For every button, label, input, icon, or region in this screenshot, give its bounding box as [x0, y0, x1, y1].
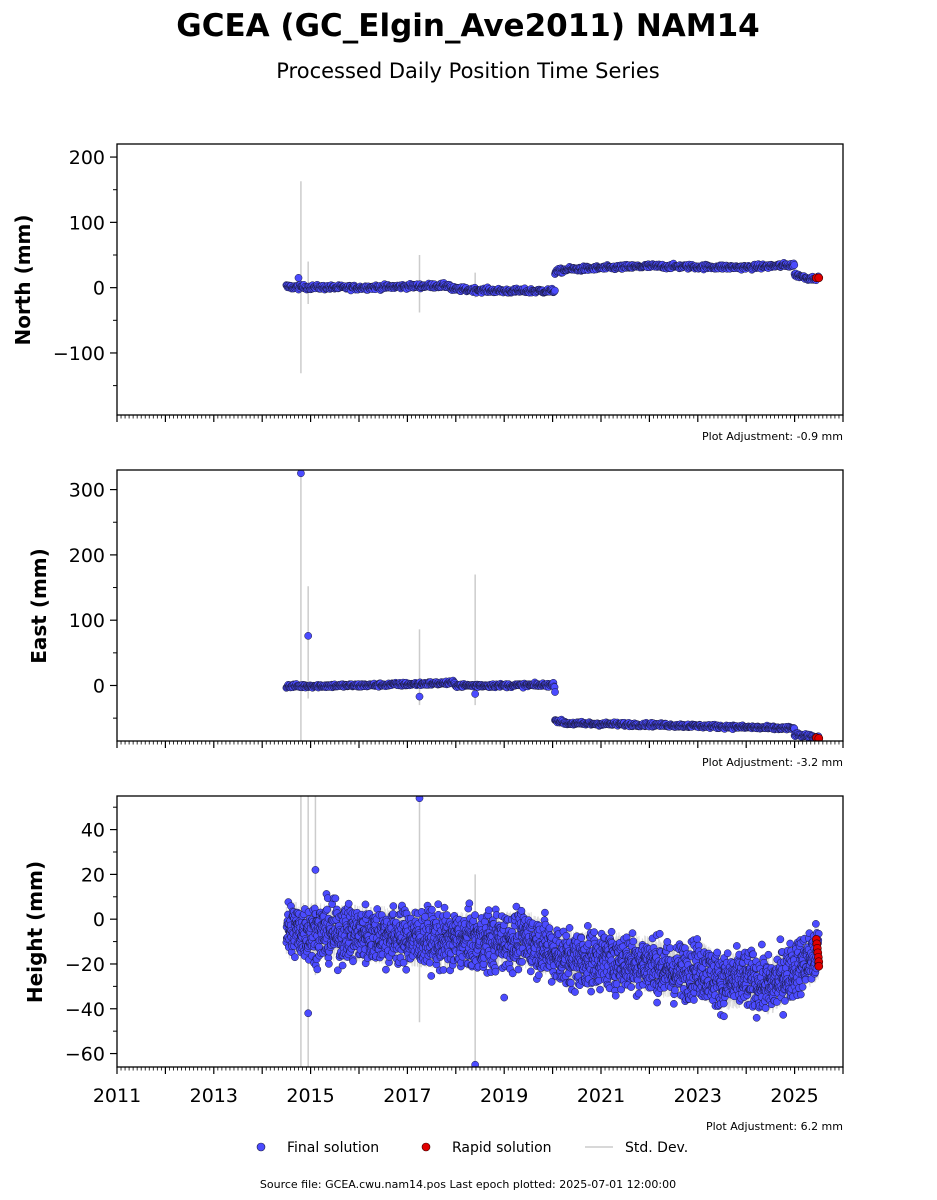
- north-panel: North (mm) Plot Adjustment: -0.9 mm −100…: [11, 143, 844, 443]
- north-ytick-label: 100: [69, 212, 105, 234]
- north-rapid-point: [814, 273, 824, 283]
- height-ylabel: Height (mm): [23, 861, 47, 1003]
- height-final-point: [333, 966, 342, 975]
- north-plot-adjustment: Plot Adjustment: -0.9 mm: [702, 430, 843, 443]
- north-plot-area: [282, 181, 824, 374]
- east-ytick-label: 100: [69, 610, 105, 632]
- height-final-point: [349, 957, 357, 966]
- height-final-point: [313, 965, 322, 974]
- east-ytick-label: 0: [93, 675, 105, 697]
- height-final-point: [325, 960, 333, 968]
- east-ytick-label: 200: [69, 545, 105, 567]
- east-ytick-label: 300: [69, 480, 105, 502]
- north-final-point: [294, 274, 303, 282]
- east-ylabel: East (mm): [27, 548, 51, 664]
- north-ylabel: North (mm): [11, 214, 35, 345]
- height-final-point: [338, 961, 347, 970]
- east-plot-adjustment: Plot Adjustment: -3.2 mm: [702, 756, 843, 769]
- figure-title: GCEA (GC_Elgin_Ave2011) NAM14: [176, 8, 760, 44]
- north-ytick-label: 200: [69, 147, 105, 169]
- north-final-point: [551, 286, 559, 295]
- figure-subtitle: Processed Daily Position Time Series: [276, 59, 660, 83]
- north-ytick-label: 0: [93, 278, 105, 300]
- north-final-point: [790, 261, 799, 269]
- height-final-point: [361, 900, 370, 909]
- height-panel: Height (mm) Plot Adjustment: 6.2 mm −60−…: [23, 795, 844, 1133]
- east-final-point: [551, 688, 559, 696]
- height-final-point: [344, 899, 353, 908]
- east-final-point: [304, 632, 313, 640]
- east-plot-area: [282, 470, 824, 741]
- height-plot-adjustment: Plot Adjustment: 6.2 mm: [706, 1120, 843, 1133]
- height-final-point: [323, 905, 331, 914]
- height-final-point: [291, 953, 299, 962]
- height-plot-area: [282, 796, 824, 1067]
- height-final-point: [331, 894, 340, 903]
- east-final-point: [471, 690, 480, 698]
- east-final-point: [297, 470, 305, 478]
- east-panel: East (mm) Plot Adjustment: -3.2 mm 0 100 2…: [27, 469, 844, 769]
- east-final-point: [415, 692, 424, 701]
- east-rapid-point: [814, 734, 824, 741]
- north-ytick-label: −100: [53, 343, 105, 365]
